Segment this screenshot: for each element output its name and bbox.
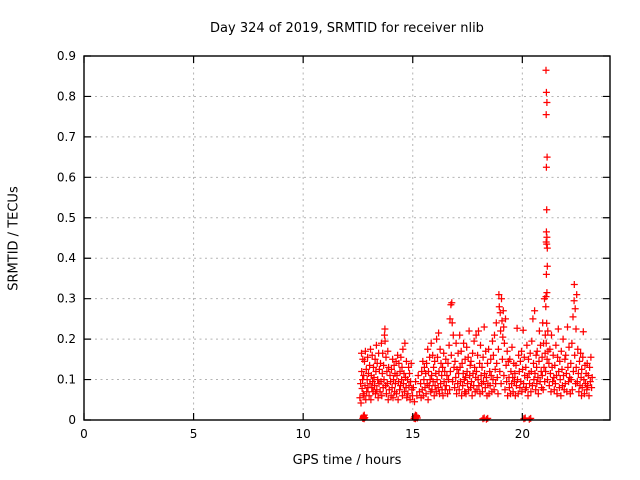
y-tick-label: 0.3 xyxy=(57,292,76,306)
y-tick-label: 0.7 xyxy=(57,130,76,144)
y-tick-label: 0.6 xyxy=(57,170,76,184)
chart-title: Day 324 of 2019, SRMTID for receiver nli… xyxy=(210,21,484,36)
x-tick-label: 0 xyxy=(80,427,88,441)
y-tick-label: 0.8 xyxy=(57,89,76,103)
y-tick-label: 0.9 xyxy=(57,49,76,63)
scatter-points xyxy=(356,66,596,423)
plot-border xyxy=(83,55,611,421)
y-tick-label: 0.5 xyxy=(57,211,76,225)
grid-lines xyxy=(84,56,610,420)
x-tick-label: 20 xyxy=(515,427,530,441)
y-tick-label: 0.1 xyxy=(57,373,76,387)
y-axis-label: SRMTID / TECUs xyxy=(6,186,22,291)
x-tick-label: 5 xyxy=(190,427,198,441)
x-tick-label: 10 xyxy=(296,427,311,441)
y-tick-label: 0.4 xyxy=(57,251,76,265)
y-tick-label: 0.2 xyxy=(57,332,76,346)
axis-ticks xyxy=(83,55,610,421)
x-axis-label: GPS time / hours xyxy=(292,453,402,468)
x-tick-label: 15 xyxy=(405,427,420,441)
y-tick-label: 0 xyxy=(68,413,76,427)
